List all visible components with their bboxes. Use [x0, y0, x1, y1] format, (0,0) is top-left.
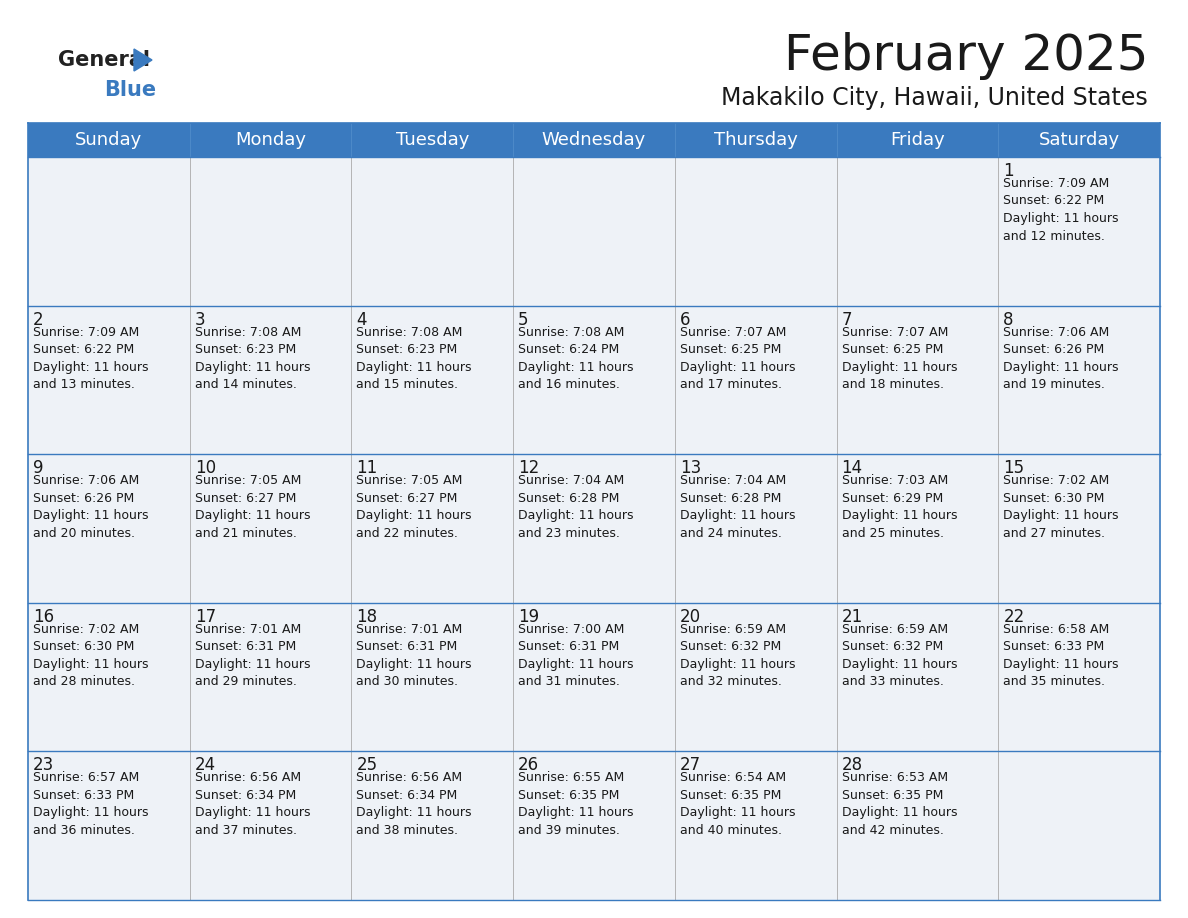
Text: Sunrise: 6:58 AM
Sunset: 6:33 PM
Daylight: 11 hours
and 35 minutes.: Sunrise: 6:58 AM Sunset: 6:33 PM Dayligh… [1004, 622, 1119, 688]
Text: Sunrise: 6:55 AM
Sunset: 6:35 PM
Daylight: 11 hours
and 39 minutes.: Sunrise: 6:55 AM Sunset: 6:35 PM Dayligh… [518, 771, 633, 837]
Text: 6: 6 [680, 310, 690, 329]
Text: Tuesday: Tuesday [396, 131, 469, 149]
Text: 19: 19 [518, 608, 539, 626]
Text: 8: 8 [1004, 310, 1013, 329]
Text: Sunrise: 6:57 AM
Sunset: 6:33 PM
Daylight: 11 hours
and 36 minutes.: Sunrise: 6:57 AM Sunset: 6:33 PM Dayligh… [33, 771, 148, 837]
Text: Sunrise: 7:04 AM
Sunset: 6:28 PM
Daylight: 11 hours
and 23 minutes.: Sunrise: 7:04 AM Sunset: 6:28 PM Dayligh… [518, 475, 633, 540]
Text: 4: 4 [356, 310, 367, 329]
Text: 21: 21 [841, 608, 862, 626]
Text: Sunday: Sunday [75, 131, 143, 149]
Text: Thursday: Thursday [714, 131, 797, 149]
Text: Sunrise: 7:09 AM
Sunset: 6:22 PM
Daylight: 11 hours
and 13 minutes.: Sunrise: 7:09 AM Sunset: 6:22 PM Dayligh… [33, 326, 148, 391]
Bar [29, 603, 1159, 752]
Text: Friday: Friday [890, 131, 944, 149]
Text: Sunrise: 6:53 AM
Sunset: 6:35 PM
Daylight: 11 hours
and 42 minutes.: Sunrise: 6:53 AM Sunset: 6:35 PM Dayligh… [841, 771, 958, 837]
Text: Sunrise: 7:07 AM
Sunset: 6:25 PM
Daylight: 11 hours
and 18 minutes.: Sunrise: 7:07 AM Sunset: 6:25 PM Dayligh… [841, 326, 958, 391]
Text: 2: 2 [33, 310, 44, 329]
Text: Sunrise: 7:01 AM
Sunset: 6:31 PM
Daylight: 11 hours
and 30 minutes.: Sunrise: 7:01 AM Sunset: 6:31 PM Dayligh… [356, 622, 472, 688]
Text: Blue: Blue [105, 80, 156, 100]
Text: 20: 20 [680, 608, 701, 626]
Text: 25: 25 [356, 756, 378, 775]
Text: 24: 24 [195, 756, 216, 775]
Text: Sunrise: 7:05 AM
Sunset: 6:27 PM
Daylight: 11 hours
and 22 minutes.: Sunrise: 7:05 AM Sunset: 6:27 PM Dayligh… [356, 475, 472, 540]
Text: Sunrise: 7:07 AM
Sunset: 6:25 PM
Daylight: 11 hours
and 17 minutes.: Sunrise: 7:07 AM Sunset: 6:25 PM Dayligh… [680, 326, 795, 391]
Text: 13: 13 [680, 459, 701, 477]
Text: Sunrise: 7:04 AM
Sunset: 6:28 PM
Daylight: 11 hours
and 24 minutes.: Sunrise: 7:04 AM Sunset: 6:28 PM Dayligh… [680, 475, 795, 540]
Text: 27: 27 [680, 756, 701, 775]
Text: 28: 28 [841, 756, 862, 775]
Text: Sunrise: 7:08 AM
Sunset: 6:23 PM
Daylight: 11 hours
and 15 minutes.: Sunrise: 7:08 AM Sunset: 6:23 PM Dayligh… [356, 326, 472, 391]
Text: Sunrise: 7:03 AM
Sunset: 6:29 PM
Daylight: 11 hours
and 25 minutes.: Sunrise: 7:03 AM Sunset: 6:29 PM Dayligh… [841, 475, 958, 540]
Bar [29, 157, 1159, 306]
Text: General: General [58, 50, 150, 70]
Text: 17: 17 [195, 608, 216, 626]
Text: Sunrise: 6:56 AM
Sunset: 6:34 PM
Daylight: 11 hours
and 37 minutes.: Sunrise: 6:56 AM Sunset: 6:34 PM Dayligh… [195, 771, 310, 837]
Text: Sunrise: 6:59 AM
Sunset: 6:32 PM
Daylight: 11 hours
and 33 minutes.: Sunrise: 6:59 AM Sunset: 6:32 PM Dayligh… [841, 622, 958, 688]
Bar [29, 306, 1159, 454]
Text: 16: 16 [33, 608, 55, 626]
Text: Sunrise: 6:54 AM
Sunset: 6:35 PM
Daylight: 11 hours
and 40 minutes.: Sunrise: 6:54 AM Sunset: 6:35 PM Dayligh… [680, 771, 795, 837]
Text: Sunrise: 6:56 AM
Sunset: 6:34 PM
Daylight: 11 hours
and 38 minutes.: Sunrise: 6:56 AM Sunset: 6:34 PM Dayligh… [356, 771, 472, 837]
Text: 10: 10 [195, 459, 216, 477]
Text: 7: 7 [841, 310, 852, 329]
Bar [29, 752, 1159, 900]
Bar [29, 454, 1159, 603]
Text: 5: 5 [518, 310, 529, 329]
Bar [29, 123, 1159, 157]
Text: 23: 23 [33, 756, 55, 775]
Text: Sunrise: 7:01 AM
Sunset: 6:31 PM
Daylight: 11 hours
and 29 minutes.: Sunrise: 7:01 AM Sunset: 6:31 PM Dayligh… [195, 622, 310, 688]
Text: Monday: Monday [235, 131, 307, 149]
Text: Sunrise: 7:08 AM
Sunset: 6:24 PM
Daylight: 11 hours
and 16 minutes.: Sunrise: 7:08 AM Sunset: 6:24 PM Dayligh… [518, 326, 633, 391]
Text: 12: 12 [518, 459, 539, 477]
Text: 18: 18 [356, 608, 378, 626]
Text: Sunrise: 7:00 AM
Sunset: 6:31 PM
Daylight: 11 hours
and 31 minutes.: Sunrise: 7:00 AM Sunset: 6:31 PM Dayligh… [518, 622, 633, 688]
Text: 15: 15 [1004, 459, 1024, 477]
Text: Sunrise: 7:09 AM
Sunset: 6:22 PM
Daylight: 11 hours
and 12 minutes.: Sunrise: 7:09 AM Sunset: 6:22 PM Dayligh… [1004, 177, 1119, 242]
Text: Makakilo City, Hawaii, United States: Makakilo City, Hawaii, United States [721, 86, 1148, 110]
Text: Saturday: Saturday [1038, 131, 1120, 149]
Text: Sunrise: 6:59 AM
Sunset: 6:32 PM
Daylight: 11 hours
and 32 minutes.: Sunrise: 6:59 AM Sunset: 6:32 PM Dayligh… [680, 622, 795, 688]
Text: Sunrise: 7:08 AM
Sunset: 6:23 PM
Daylight: 11 hours
and 14 minutes.: Sunrise: 7:08 AM Sunset: 6:23 PM Dayligh… [195, 326, 310, 391]
Text: Sunrise: 7:02 AM
Sunset: 6:30 PM
Daylight: 11 hours
and 28 minutes.: Sunrise: 7:02 AM Sunset: 6:30 PM Dayligh… [33, 622, 148, 688]
Text: Wednesday: Wednesday [542, 131, 646, 149]
Text: 14: 14 [841, 459, 862, 477]
Text: 26: 26 [518, 756, 539, 775]
Text: Sunrise: 7:05 AM
Sunset: 6:27 PM
Daylight: 11 hours
and 21 minutes.: Sunrise: 7:05 AM Sunset: 6:27 PM Dayligh… [195, 475, 310, 540]
Text: 9: 9 [33, 459, 44, 477]
Text: 1: 1 [1004, 162, 1013, 180]
Text: Sunrise: 7:06 AM
Sunset: 6:26 PM
Daylight: 11 hours
and 19 minutes.: Sunrise: 7:06 AM Sunset: 6:26 PM Dayligh… [1004, 326, 1119, 391]
Text: Sunrise: 7:06 AM
Sunset: 6:26 PM
Daylight: 11 hours
and 20 minutes.: Sunrise: 7:06 AM Sunset: 6:26 PM Dayligh… [33, 475, 148, 540]
Text: 22: 22 [1004, 608, 1024, 626]
Text: Sunrise: 7:02 AM
Sunset: 6:30 PM
Daylight: 11 hours
and 27 minutes.: Sunrise: 7:02 AM Sunset: 6:30 PM Dayligh… [1004, 475, 1119, 540]
Text: 3: 3 [195, 310, 206, 329]
Text: February 2025: February 2025 [784, 32, 1148, 80]
Polygon shape [134, 49, 152, 71]
Text: 11: 11 [356, 459, 378, 477]
